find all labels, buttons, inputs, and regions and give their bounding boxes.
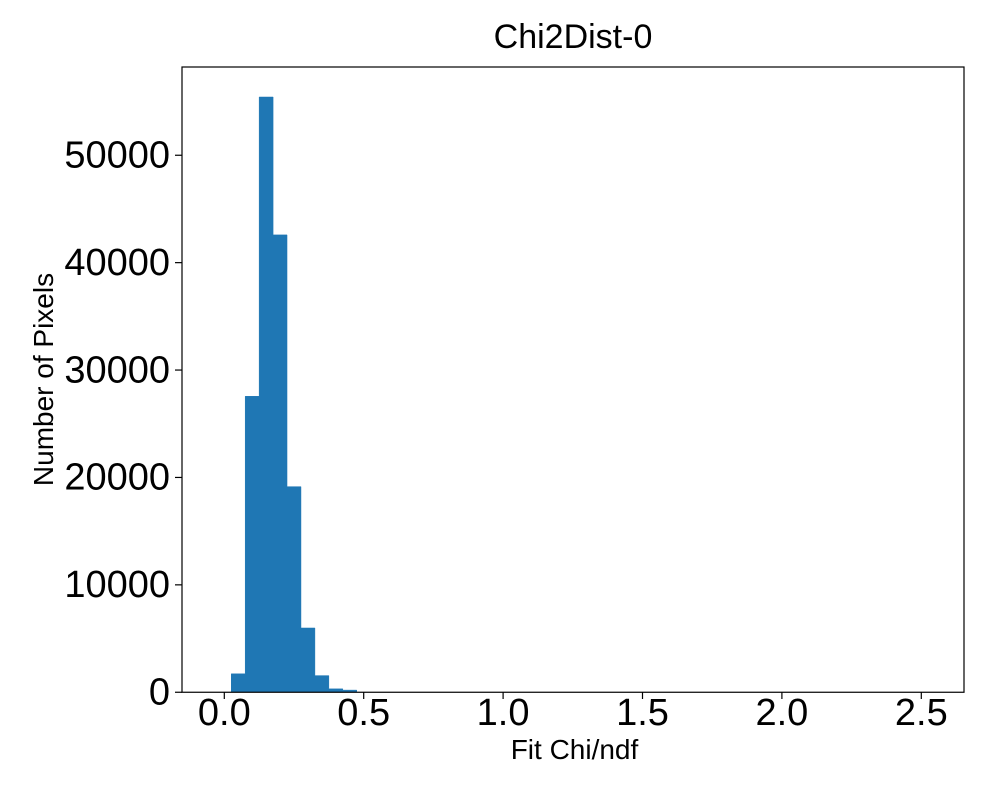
svg-text:0: 0: [149, 672, 170, 714]
svg-text:Chi2Dist-0: Chi2Dist-0: [494, 18, 653, 56]
svg-text:2.5: 2.5: [895, 692, 948, 734]
svg-text:40000: 40000: [64, 242, 170, 284]
svg-text:2.0: 2.0: [755, 692, 808, 734]
svg-text:30000: 30000: [64, 349, 170, 391]
svg-text:0.0: 0.0: [198, 692, 251, 734]
svg-text:Number of Pixels: Number of Pixels: [28, 273, 59, 486]
svg-text:1.0: 1.0: [477, 692, 530, 734]
svg-text:10000: 10000: [64, 564, 170, 606]
svg-text:20000: 20000: [64, 457, 170, 499]
svg-text:1.5: 1.5: [616, 692, 669, 734]
svg-text:0.5: 0.5: [337, 692, 390, 734]
svg-text:50000: 50000: [64, 135, 170, 177]
svg-text:Fit Chi/ndf: Fit Chi/ndf: [511, 734, 639, 765]
